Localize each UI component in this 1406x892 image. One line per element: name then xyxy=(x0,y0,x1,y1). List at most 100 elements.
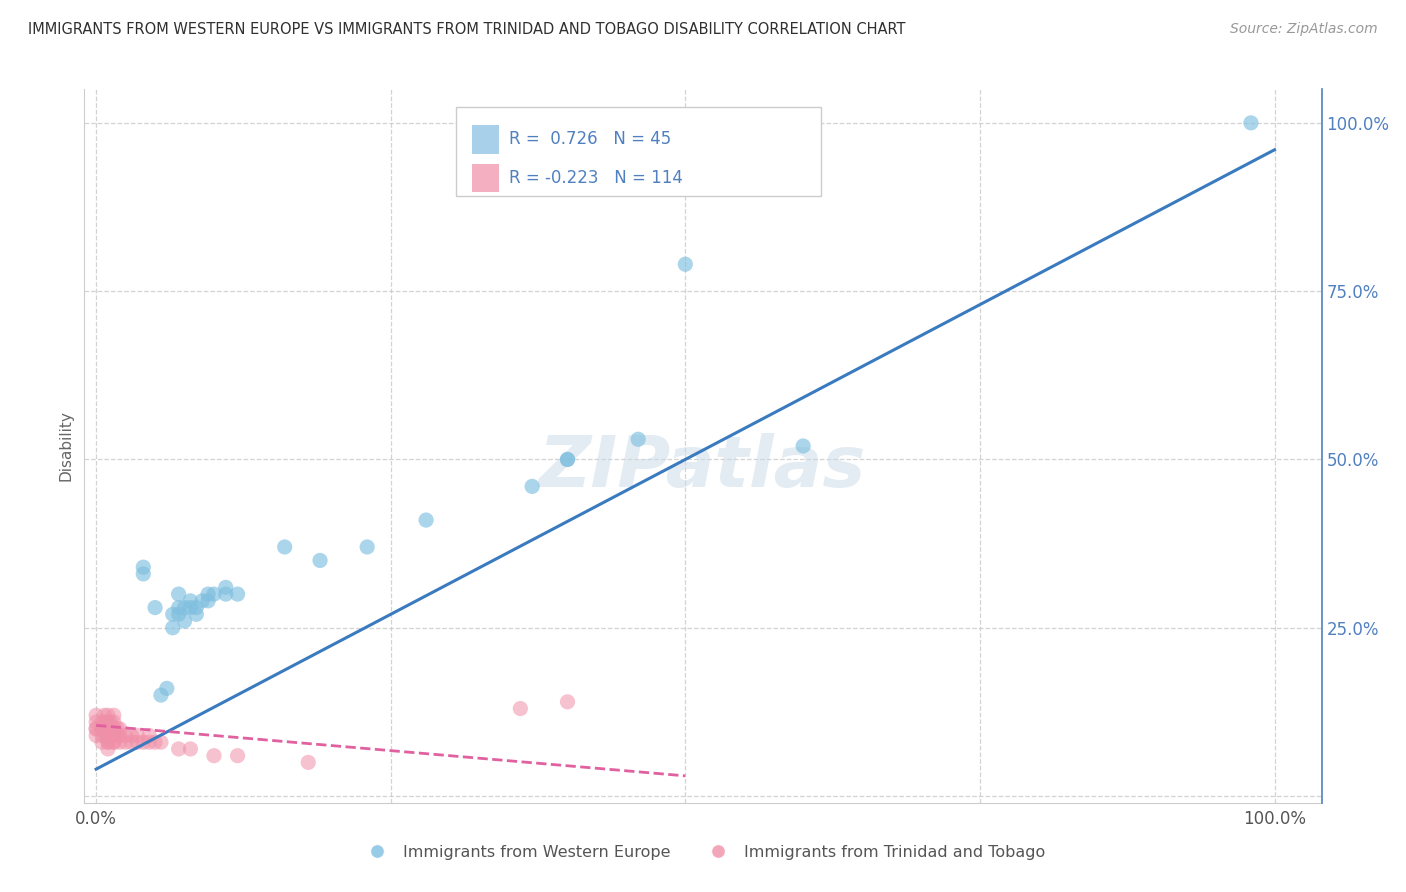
Point xyxy=(97,708,120,723)
Point xyxy=(179,742,201,756)
Point xyxy=(673,257,696,271)
Point xyxy=(91,735,114,749)
Point xyxy=(93,708,115,723)
Point xyxy=(84,722,107,736)
Point xyxy=(186,607,208,622)
Text: R =  0.726   N = 45: R = 0.726 N = 45 xyxy=(509,130,671,148)
Point xyxy=(127,729,149,743)
Point xyxy=(509,701,531,715)
Legend: Immigrants from Western Europe, Immigrants from Trinidad and Tobago: Immigrants from Western Europe, Immigran… xyxy=(354,838,1052,866)
Point xyxy=(97,714,120,729)
Point xyxy=(143,600,166,615)
Point xyxy=(108,729,131,743)
Point xyxy=(162,621,184,635)
Point xyxy=(309,553,332,567)
Point xyxy=(138,735,160,749)
Point xyxy=(186,600,208,615)
Point xyxy=(105,722,128,736)
Point xyxy=(97,729,120,743)
Point xyxy=(103,735,125,749)
Text: Source: ZipAtlas.com: Source: ZipAtlas.com xyxy=(1230,22,1378,37)
Point xyxy=(143,735,166,749)
Point xyxy=(108,735,131,749)
Point xyxy=(98,714,121,729)
Text: IMMIGRANTS FROM WESTERN EUROPE VS IMMIGRANTS FROM TRINIDAD AND TOBAGO DISABILITY: IMMIGRANTS FROM WESTERN EUROPE VS IMMIGR… xyxy=(28,22,905,37)
Point xyxy=(356,540,378,554)
Point xyxy=(103,735,125,749)
Point xyxy=(557,452,579,467)
Point xyxy=(132,566,155,581)
Point xyxy=(121,735,143,749)
Point xyxy=(84,708,107,723)
Point xyxy=(167,742,190,756)
Point xyxy=(93,722,115,736)
Point xyxy=(103,714,125,729)
Point xyxy=(415,513,437,527)
Point xyxy=(93,714,115,729)
Point xyxy=(91,722,114,736)
Point xyxy=(121,729,143,743)
Point xyxy=(179,594,201,608)
Point xyxy=(162,607,184,622)
Point xyxy=(215,587,238,601)
Point xyxy=(202,748,225,763)
Point xyxy=(557,452,579,467)
Point xyxy=(273,540,295,554)
FancyBboxPatch shape xyxy=(471,125,499,153)
Point xyxy=(297,756,319,770)
Point xyxy=(149,735,172,749)
Point xyxy=(84,714,107,729)
Point xyxy=(114,735,136,749)
Text: R = -0.223   N = 114: R = -0.223 N = 114 xyxy=(509,169,683,187)
Point xyxy=(132,560,155,574)
Point xyxy=(520,479,543,493)
Point xyxy=(197,587,219,601)
FancyBboxPatch shape xyxy=(471,163,499,192)
Point xyxy=(91,722,114,736)
Point xyxy=(138,729,160,743)
Point xyxy=(173,614,195,628)
Point xyxy=(557,695,579,709)
Point xyxy=(97,735,120,749)
Point xyxy=(127,735,149,749)
Point xyxy=(197,594,219,608)
Point xyxy=(1240,116,1263,130)
Point xyxy=(84,729,107,743)
FancyBboxPatch shape xyxy=(456,107,821,196)
Point xyxy=(202,587,225,601)
Point xyxy=(97,742,120,756)
Point xyxy=(91,714,114,729)
Point xyxy=(97,722,120,736)
Point xyxy=(173,600,195,615)
Point xyxy=(167,607,190,622)
Point xyxy=(103,708,125,723)
Point xyxy=(84,722,107,736)
Point xyxy=(191,594,214,608)
Point xyxy=(792,439,814,453)
Point xyxy=(627,432,650,446)
Point xyxy=(91,729,114,743)
Point xyxy=(226,748,249,763)
Point xyxy=(149,688,172,702)
Y-axis label: Disability: Disability xyxy=(59,410,75,482)
Point xyxy=(226,587,249,601)
Point xyxy=(132,735,155,749)
Point xyxy=(98,722,121,736)
Point xyxy=(179,600,201,615)
Point xyxy=(97,735,120,749)
Point xyxy=(156,681,179,696)
Point xyxy=(167,600,190,615)
Text: ZIPatlas: ZIPatlas xyxy=(540,433,866,502)
Point xyxy=(98,722,121,736)
Point xyxy=(114,729,136,743)
Point xyxy=(103,729,125,743)
Point xyxy=(103,722,125,736)
Point xyxy=(97,729,120,743)
Point xyxy=(105,729,128,743)
Point xyxy=(98,729,121,743)
Point xyxy=(215,580,238,594)
Point xyxy=(167,587,190,601)
Point xyxy=(97,714,120,729)
Point xyxy=(94,729,117,743)
Point xyxy=(108,722,131,736)
